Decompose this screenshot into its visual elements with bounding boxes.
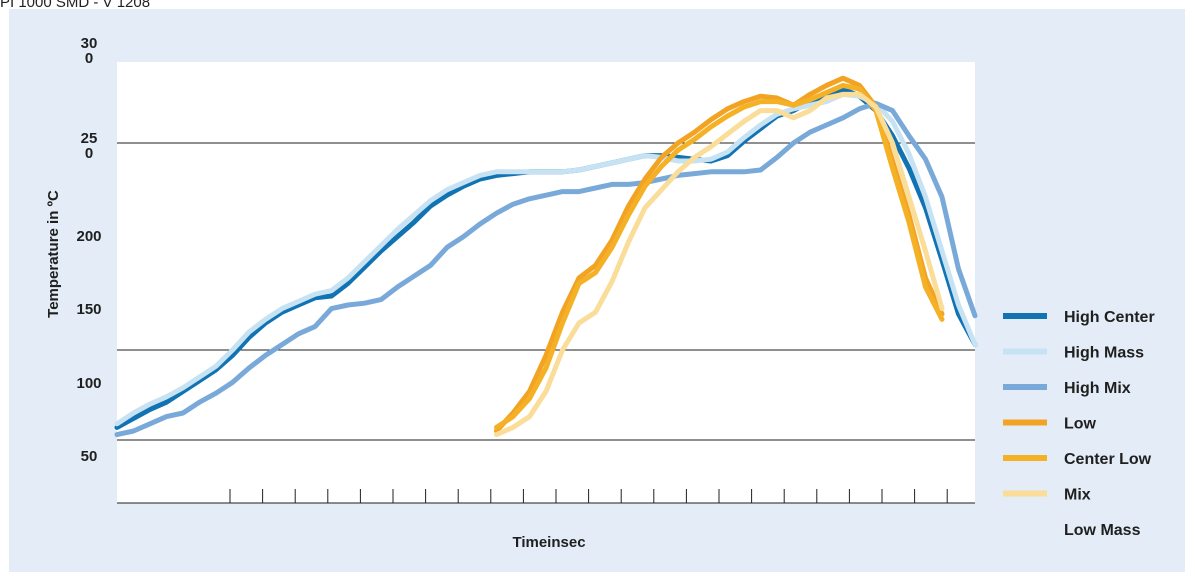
legend-label-mix: Mix (1064, 487, 1091, 504)
y-tick-label-150: 150 (76, 301, 101, 318)
series-line-mix (494, 91, 945, 438)
legend-label-center-low: Center Low (1064, 451, 1152, 468)
legend-label-high-center: High Center (1064, 309, 1155, 326)
y-tick-label-50: 50 (81, 448, 98, 465)
legend-label-low-mass: Low Mass (1064, 522, 1141, 539)
plot-area (117, 62, 975, 503)
legend-label-high-mass: High Mass (1064, 345, 1144, 362)
y-tick-label-300: 30 0 (81, 35, 98, 67)
y-tick-label-250: 25 0 (81, 130, 98, 162)
legend-label-high-mix: High Mix (1064, 380, 1131, 397)
y-axis-label: Temperature in ºC (45, 190, 62, 318)
series-lines (114, 75, 978, 438)
y-axis-tick-labels: 30 0 25 0 200 150 100 50 (76, 35, 101, 465)
y-tick-label-100: 100 (76, 375, 101, 392)
legend-label-low: Low (1064, 416, 1097, 433)
series-line-high-mix (114, 100, 978, 438)
y-tick-label-200: 200 (76, 228, 101, 245)
x-axis-ticks (229, 489, 948, 503)
x-axis-label: Timeinsec (512, 534, 585, 551)
legend: High Center High Mass High Mix Low Center Lo… (1003, 309, 1155, 539)
document-header: PI 1000 SMD - V 1208 (0, 0, 151, 11)
